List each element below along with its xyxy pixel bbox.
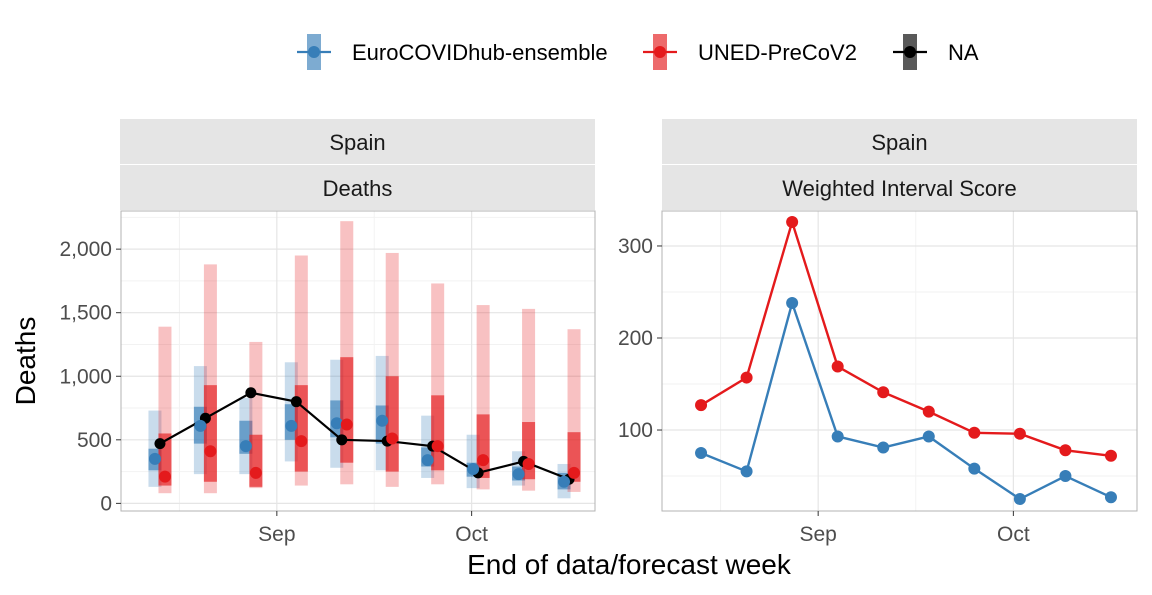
strip-bottom-left	[120, 165, 595, 210]
interval-50-band	[522, 422, 536, 480]
panel-border-left	[120, 210, 596, 512]
forecast-median-point	[568, 466, 581, 479]
legend-key-point	[308, 46, 320, 58]
legend-label: EuroCOVIDhub-ensemble	[352, 40, 608, 65]
score-point	[877, 441, 890, 454]
legend-key-point	[904, 46, 916, 58]
score-point	[1013, 493, 1026, 506]
forecast-median-point	[386, 432, 399, 445]
strip-top-right	[662, 119, 1137, 164]
forecast-median-point	[421, 454, 434, 467]
x-tick-label: Sep	[258, 523, 295, 546]
legend-label: UNED-PreCoV2	[698, 40, 857, 65]
panel-border-right	[661, 210, 1138, 512]
observed-line	[159, 391, 570, 481]
forecast-median-point	[477, 454, 490, 467]
score-point	[786, 297, 799, 310]
score-point	[695, 399, 708, 412]
legend-key-point	[654, 46, 666, 58]
forecast-median-point	[431, 440, 444, 453]
forecast-median-point	[204, 445, 217, 458]
strip-label-country-left: Spain	[329, 130, 385, 155]
score-line	[700, 217, 1112, 457]
forecast-median-point	[340, 418, 353, 431]
strip-top-left	[120, 119, 595, 164]
observed-point	[290, 396, 302, 408]
score-point	[831, 360, 844, 373]
grid-right	[662, 211, 1137, 511]
y-axis-title: Deaths	[10, 317, 41, 406]
score-point	[831, 430, 844, 443]
forecast-median-point	[148, 452, 161, 465]
y-tick-label: 2,000	[59, 238, 112, 261]
strip-bottom-right	[662, 165, 1137, 210]
forecast-median-point	[558, 475, 571, 488]
axes-left: 0 500 1,000 1,500 2,000 Sep Oct	[59, 238, 488, 546]
forecast-median-point	[285, 419, 298, 432]
y-tick-label: 300	[618, 235, 653, 258]
score-point	[877, 386, 890, 399]
interval-50-band	[340, 357, 354, 463]
interval-50-band	[203, 385, 217, 482]
observed-point	[245, 387, 257, 399]
y-tick-label: 1,000	[59, 365, 112, 388]
strip-label-country-right: Spain	[871, 130, 927, 155]
y-tick-label: 0	[100, 492, 112, 515]
score-point	[1104, 491, 1117, 504]
legend: EuroCOVIDhub-ensemble UNED-PreCoV2 NA	[297, 34, 979, 70]
forecast-median-point	[158, 470, 171, 483]
forecast-median-point	[522, 457, 535, 470]
interval-50-band	[385, 376, 399, 472]
y-tick-label: 100	[618, 419, 653, 442]
x-tick-label: Oct	[455, 523, 488, 546]
score-point	[786, 216, 799, 229]
forecast-median-point	[467, 463, 480, 476]
score-point	[968, 426, 981, 439]
marks-left	[148, 221, 581, 499]
forecast-median-point	[295, 435, 308, 448]
score-point	[740, 465, 753, 478]
score-point	[1059, 470, 1072, 483]
score-point	[1013, 427, 1026, 440]
legend-label: NA	[948, 40, 979, 65]
x-tick-label: Sep	[799, 523, 836, 546]
score-point	[1059, 444, 1072, 457]
forecast-median-point	[512, 468, 525, 481]
strip-label-metric-right: Weighted Interval Score	[782, 176, 1016, 201]
observed-point	[336, 434, 348, 446]
y-tick-label: 1,500	[59, 302, 112, 325]
forecast-median-point	[194, 419, 207, 432]
panel-wis: Spain Weighted Interval Score 100 200 300 S…	[618, 119, 1138, 546]
grid-left	[121, 211, 595, 511]
score-point	[695, 447, 708, 460]
observed-point	[154, 438, 166, 450]
strip-label-metric-left: Deaths	[323, 176, 393, 201]
forecast-median-point	[239, 440, 252, 453]
score-line	[700, 298, 1112, 501]
y-tick-label: 200	[618, 327, 653, 350]
forecast-median-point	[376, 414, 389, 427]
x-tick-label: Oct	[997, 523, 1030, 546]
score-point	[968, 462, 981, 475]
forecast-median-point	[330, 417, 343, 430]
score-point	[740, 371, 753, 384]
panel-deaths: Spain Deaths 0 500 1,000 1,500 2,000 Sep Oct	[59, 119, 596, 546]
forecast-median-point	[249, 466, 262, 479]
score-point	[922, 430, 935, 443]
score-point	[922, 405, 935, 418]
axes-right: 100 200 300 Sep Oct	[618, 235, 1030, 546]
y-tick-label: 500	[77, 429, 112, 452]
x-axis-title: End of data/forecast week	[467, 549, 792, 580]
score-point	[1104, 449, 1117, 462]
marks-right	[695, 216, 1117, 506]
interval-50-band	[249, 434, 263, 487]
